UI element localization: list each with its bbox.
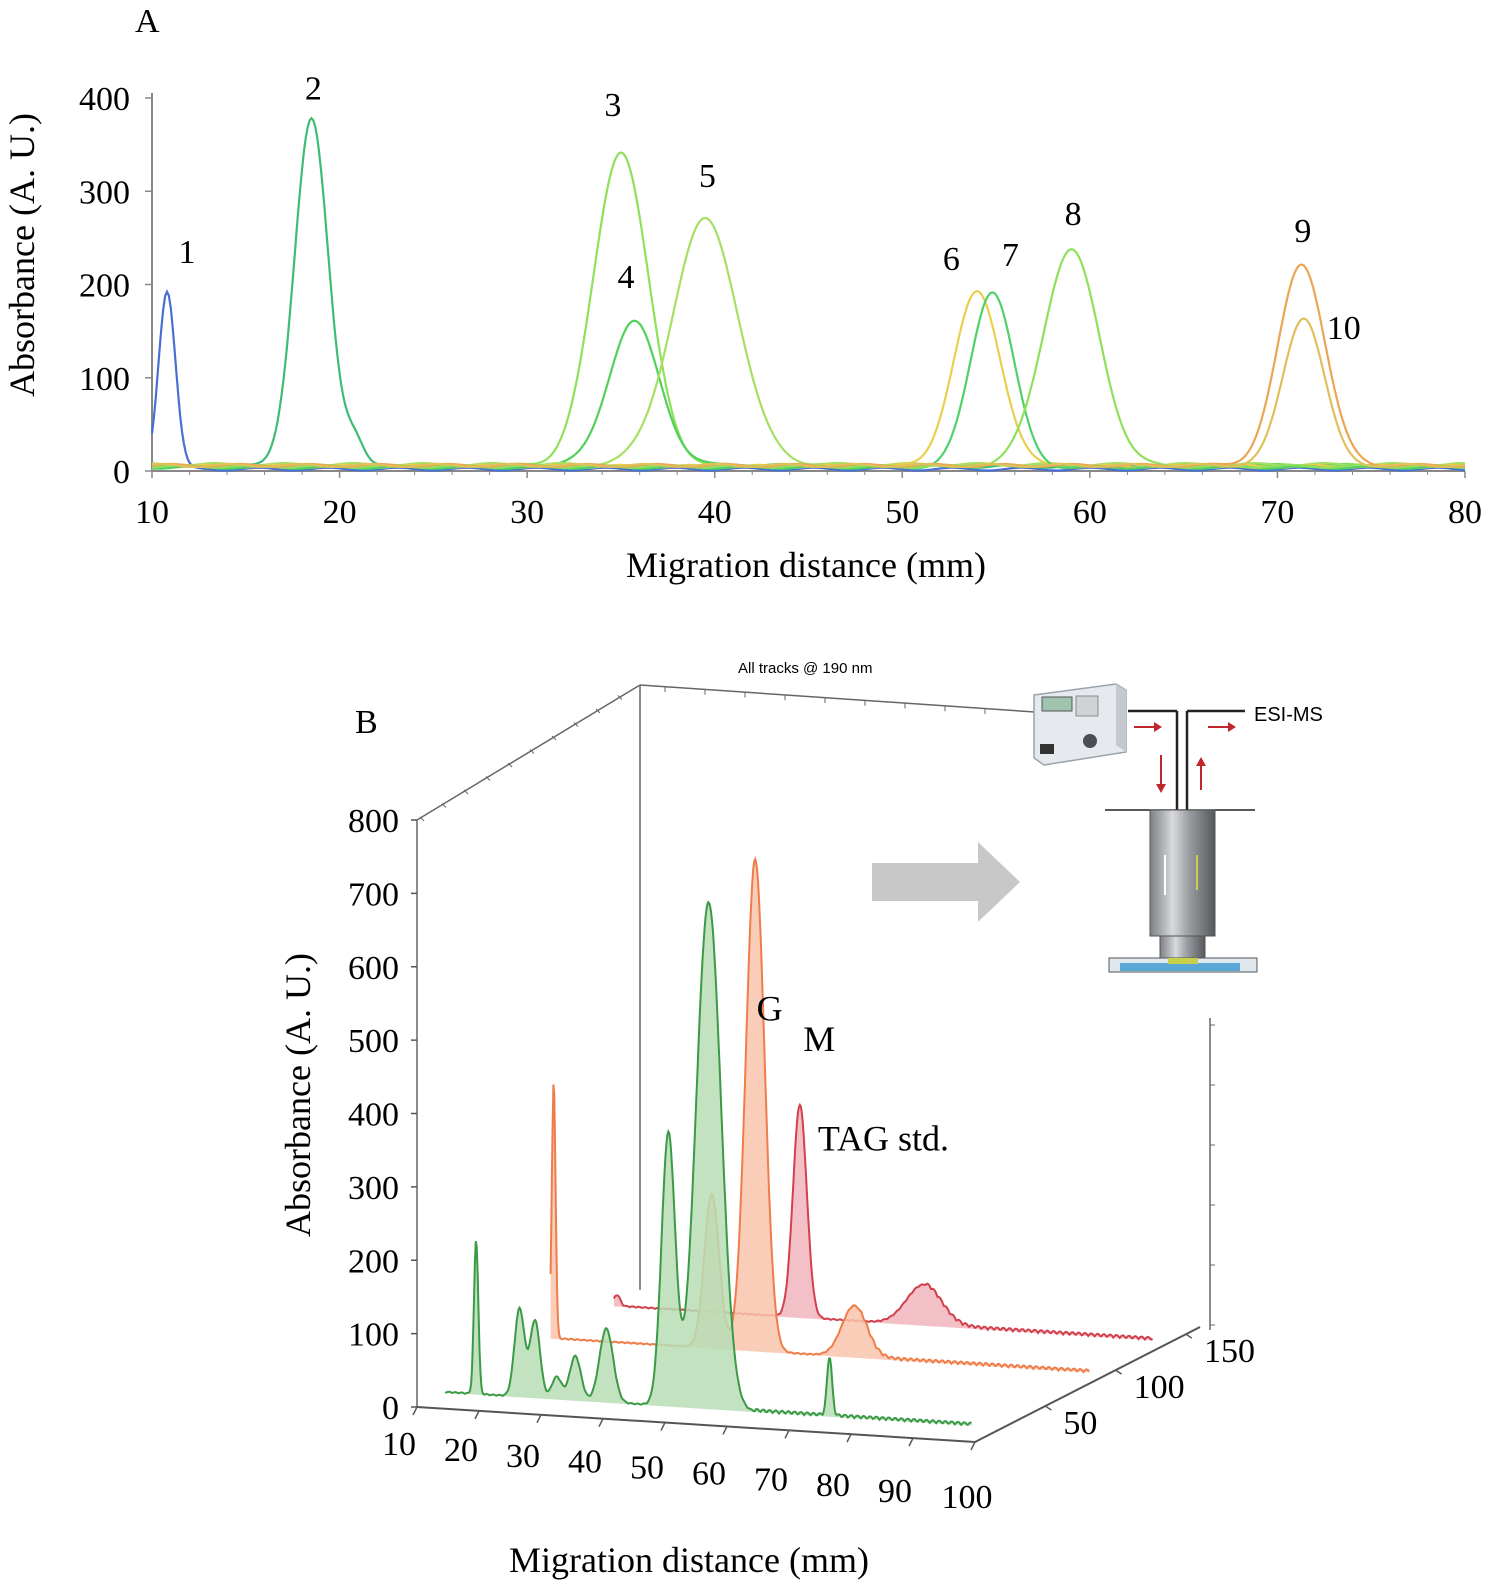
panel-a-peak-label: 7 <box>1002 237 1019 274</box>
panel-b-x-tick-label: 100 <box>942 1479 993 1516</box>
panel-a: A 10 20 30 40 50 60 70 80 0 100 200 300 400 1 2 3 4 5 6 7 8… <box>2 3 1482 585</box>
panel-a-series-10 <box>151 317 1466 468</box>
panel-a-series-1 <box>150 288 1466 472</box>
panel-b-series-label: TAG std. <box>818 1118 949 1158</box>
panel-a-y-tick-label: 200 <box>79 268 130 305</box>
flow-arrows-icon <box>1134 722 1236 793</box>
panel-a-peak-label: 3 <box>604 87 621 124</box>
transfer-arrow-icon <box>872 842 1020 922</box>
panel-a-peak-label: 9 <box>1294 213 1311 250</box>
panel-b-x-axis-label: Migration distance (mm) <box>509 1540 869 1580</box>
panel-a-x-tick-label: 30 <box>510 494 544 531</box>
panel-a-x-tick-label: 80 <box>1448 494 1482 531</box>
panel-b-series-label: M <box>803 1019 835 1059</box>
panel-a-x-tick-label: 70 <box>1260 494 1294 531</box>
esi-ms-interface-schematic: ESI-MS <box>1033 683 1323 973</box>
panel-b-y-tick-label: 200 <box>348 1243 399 1280</box>
panel-b-x-tick-label: 40 <box>568 1444 602 1481</box>
panel-b-x-tick-label: 10 <box>382 1426 416 1463</box>
panel-b-series-g: G <box>444 900 973 1427</box>
panel-b-y-tick-label: 800 <box>348 803 399 840</box>
panel-b: B All tracks @ 190 nm TAG std. MG 0 100 200… <box>278 660 1323 1580</box>
panel-a-axes: 10 20 30 40 50 60 70 80 0 100 200 300 400 <box>79 81 1482 531</box>
panel-a-series-8 <box>151 248 1465 469</box>
panel-b-axes: 0 100 200 300 400 500 600 700 800 10 20 30 40 50 60 70 8… <box>348 803 1255 1516</box>
panel-a-x-tick-label: 60 <box>1073 494 1107 531</box>
panel-a-series-9 <box>151 263 1466 468</box>
panel-b-y-axis-label: Absorbance (A. U.) <box>278 953 318 1237</box>
panel-b-series-label: G <box>757 989 783 1029</box>
panel-a-series <box>150 116 1466 472</box>
panel-b-x-tick-label: 90 <box>878 1473 912 1510</box>
panel-a-peak-label: 4 <box>618 259 635 296</box>
panel-a-series-6 <box>151 290 1466 469</box>
panel-b-series-tagstd: TAG std. <box>613 1102 1154 1342</box>
panel-b-y-tick-label: 700 <box>348 876 399 913</box>
panel-b-y-tick-label: 500 <box>348 1023 399 1060</box>
panel-a-series-3 <box>151 151 1466 468</box>
panel-a-peak-label: 10 <box>1327 310 1361 347</box>
panel-a-peak-label: 2 <box>305 70 322 107</box>
panel-a-peak-label: 8 <box>1065 196 1082 233</box>
panel-b-x-tick-label: 60 <box>692 1455 726 1492</box>
panel-a-x-tick-label: 40 <box>698 494 732 531</box>
panel-a-x-tick-label: 10 <box>135 494 169 531</box>
panel-a-x-tick-label: 20 <box>323 494 357 531</box>
probe-head <box>1149 809 1216 937</box>
panel-b-series-m: M <box>549 856 1090 1374</box>
panel-a-label: A <box>135 3 160 40</box>
panel-a-x-axis-label: Migration distance (mm) <box>626 545 986 585</box>
panel-b-series: TAG std. MG <box>444 856 1154 1427</box>
panel-a-x-tick-label: 50 <box>885 494 919 531</box>
panel-a-y-tick-label: 100 <box>79 361 130 398</box>
panel-a-y-tick-label: 0 <box>113 454 130 491</box>
panel-a-y-tick-label: 300 <box>79 174 130 211</box>
panel-a-series-7 <box>151 291 1466 470</box>
panel-a-peak-label: 1 <box>179 234 196 271</box>
panel-b-y-tick-label: 400 <box>348 1097 399 1134</box>
panel-b-label: B <box>355 704 378 741</box>
panel-b-x-axis <box>416 1406 976 1443</box>
panel-b-x-tick-label: 50 <box>630 1450 664 1487</box>
panel-b-z-tick-label: 150 <box>1204 1333 1255 1370</box>
panel-b-y-tick-label: 300 <box>348 1170 399 1207</box>
panel-a-peak-label: 5 <box>699 158 716 195</box>
panel-b-z-tick-label: 100 <box>1134 1369 1185 1406</box>
panel-a-y-tick-label: 400 <box>79 81 130 118</box>
panel-a-series-2 <box>151 116 1465 469</box>
panel-b-x-tick-label: 70 <box>754 1461 788 1498</box>
pump-icon <box>1033 683 1127 766</box>
panel-a-peak-label: 6 <box>943 241 960 278</box>
panel-b-x-tick-label: 80 <box>816 1467 850 1504</box>
panel-b-y-tick-label: 100 <box>348 1317 399 1354</box>
panel-a-peak-labels: 1 2 3 4 5 6 7 8 9 10 <box>179 70 1361 347</box>
panel-b-z-axis <box>974 1326 1201 1443</box>
panel-a-y-axis-label: Absorbance (A. U.) <box>2 113 42 397</box>
esi-ms-label: ESI-MS <box>1254 704 1323 726</box>
panel-b-y-tick-label: 600 <box>348 950 399 987</box>
panel-b-x-tick-label: 20 <box>444 1432 478 1469</box>
panel-b-z-tick-label: 50 <box>1063 1405 1097 1442</box>
panel-b-title: All tracks @ 190 nm <box>738 660 872 677</box>
panel-b-x-tick-label: 30 <box>506 1438 540 1475</box>
panel-b-y-tick-label: 0 <box>382 1390 399 1427</box>
